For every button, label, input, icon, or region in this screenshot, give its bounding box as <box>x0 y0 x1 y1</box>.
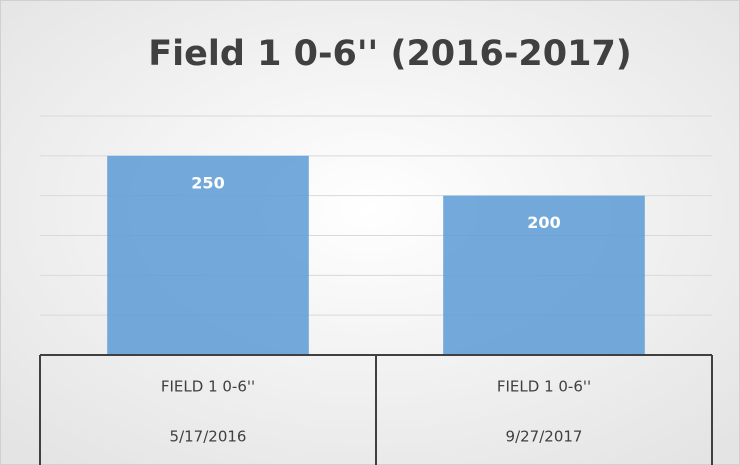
x-group-label: FIELD 1 0-6'' <box>497 378 591 396</box>
x-tick-label: 9/27/2017 <box>506 428 583 446</box>
data-label: 250 <box>191 173 224 192</box>
bar <box>443 195 645 355</box>
x-tick-label: 5/17/2016 <box>170 428 247 446</box>
chart-title: Field 1 0-6'' (2016-2017) <box>148 34 632 74</box>
bar <box>107 155 309 355</box>
data-label: 200 <box>527 213 560 232</box>
x-group-label: FIELD 1 0-6'' <box>161 378 255 396</box>
